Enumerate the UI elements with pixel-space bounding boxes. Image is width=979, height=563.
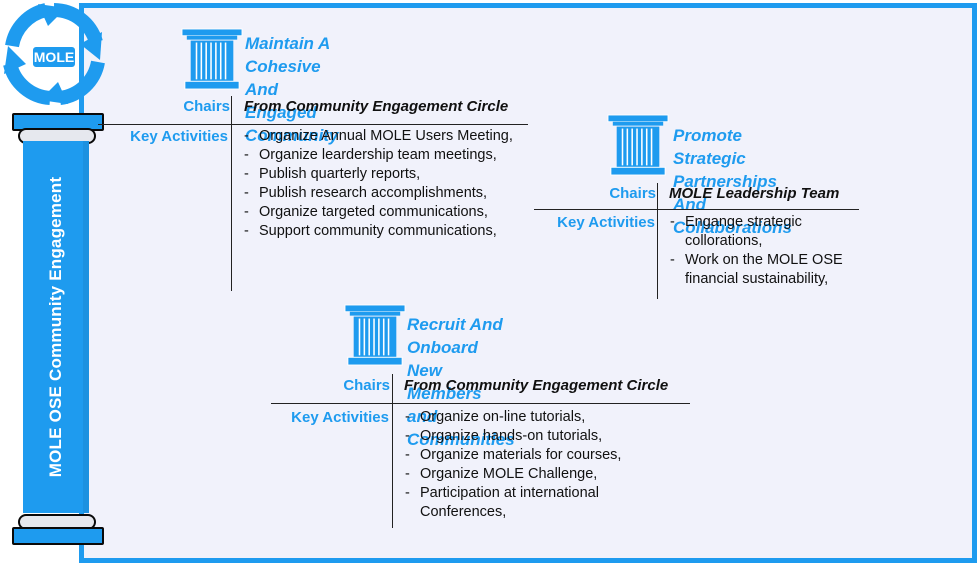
chairs-value: MOLE Leadership Team	[669, 185, 840, 202]
key-activities-label: Key Activities	[130, 128, 228, 145]
list-item: Organize MOLE Challenge,	[401, 465, 649, 484]
activities-list: Engange strategic collorations, Work on …	[666, 213, 862, 289]
connector-line	[98, 124, 238, 125]
column-base-bottom	[12, 527, 104, 545]
chairs-label: Chairs	[609, 185, 656, 202]
pillar-icon	[181, 28, 243, 90]
activities-list: Organize Annual MOLE Users Meeting, Orga…	[240, 127, 530, 241]
list-item: Organize targeted communications,	[240, 203, 530, 222]
column-label: MOLE OSE Community Engagement	[46, 176, 65, 478]
list-item: Participation at international Conferenc…	[401, 484, 649, 522]
column-shaft	[23, 141, 89, 513]
list-item: Organize Annual MOLE Users Meeting,	[240, 127, 530, 146]
key-activities-label: Key Activities	[291, 409, 389, 426]
pillar-icon	[344, 304, 406, 366]
list-item: Support community communications,	[240, 222, 530, 241]
activities-list: Organize on-line tutorials, Organize han…	[401, 408, 649, 522]
list-item: Organize on-line tutorials,	[401, 408, 649, 427]
list-item: Work on the MOLE OSE financial sustainab…	[666, 251, 862, 289]
list-item: Organize materials for courses,	[401, 446, 649, 465]
chairs-value: From Community Engagement Circle	[404, 377, 669, 394]
chairs-label: Chairs	[183, 98, 230, 115]
logo-text: MOLE	[34, 49, 74, 65]
list-item: Publish research accomplishments,	[240, 184, 530, 203]
chairs-label: Chairs	[343, 377, 390, 394]
list-item: Organize leardership team meetings,	[240, 146, 530, 165]
pillar-icon	[607, 114, 669, 176]
list-item: Organize hands-on tutorials,	[401, 427, 649, 446]
chairs-value: From Community Engagement Circle	[244, 98, 509, 115]
list-item: Engange strategic collorations,	[666, 213, 862, 251]
list-item: Publish quarterly reports,	[240, 165, 530, 184]
key-activities-label: Key Activities	[557, 214, 655, 231]
mole-logo-icon: MOLE	[3, 3, 105, 105]
